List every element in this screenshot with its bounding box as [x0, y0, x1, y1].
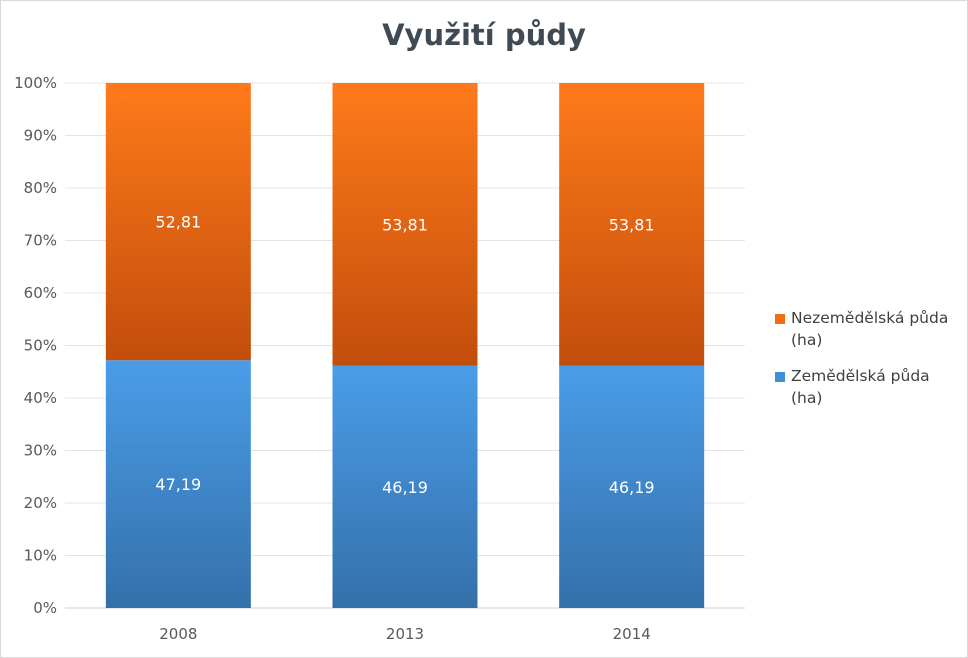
data-label: 53,81 — [382, 215, 428, 234]
x-tick-label: 2008 — [159, 625, 197, 643]
bar-segment — [332, 83, 478, 366]
bar-segment — [105, 83, 251, 361]
legend-swatch-agricultural — [775, 372, 785, 382]
bar-segment — [559, 365, 705, 608]
y-tick-label: 40% — [24, 389, 57, 407]
chart-title: Využití půdy — [382, 18, 586, 52]
bar-segment — [332, 365, 478, 608]
data-label: 53,81 — [609, 215, 655, 234]
y-tick-label: 90% — [24, 127, 57, 145]
y-tick-label: 100% — [14, 74, 57, 92]
legend-label-agricultural: Zemědělská půda (ha) — [791, 367, 930, 407]
bar-segment — [105, 360, 251, 608]
bar-segment — [559, 83, 705, 366]
legend: Nezemědělská půda (ha) Zemědělská půda (… — [775, 307, 965, 423]
y-axis-ticks: 0% 10% 20% 30% 40% 50% 60% 70% 80% 90% 100% — [14, 74, 57, 617]
y-tick-label: 60% — [24, 284, 57, 302]
legend-label-nonagricultural: Nezemědělská půda (ha) — [791, 309, 949, 349]
legend-item-nonagricultural: Nezemědělská půda (ha) — [775, 307, 965, 351]
y-tick-label: 10% — [24, 547, 57, 565]
data-labels: 47,19 52,81 46,19 53,81 46,19 53,81 — [155, 213, 654, 497]
data-label: 52,81 — [155, 213, 201, 232]
x-tick-label: 2014 — [613, 625, 651, 643]
y-tick-label: 20% — [24, 494, 57, 512]
y-tick-label: 70% — [24, 232, 57, 250]
y-tick-label: 30% — [24, 442, 57, 460]
data-label: 46,19 — [609, 478, 655, 497]
y-tick-label: 50% — [24, 337, 57, 355]
x-axis-ticks: 2008 2013 2014 — [159, 625, 651, 643]
x-tick-label: 2013 — [386, 625, 424, 643]
data-label: 46,19 — [382, 478, 428, 497]
legend-swatch-nonagricultural — [775, 314, 785, 324]
data-label: 47,19 — [155, 475, 201, 494]
legend-item-agricultural: Zemědělská půda (ha) — [775, 365, 965, 409]
bars — [105, 83, 705, 608]
y-tick-label: 80% — [24, 179, 57, 197]
y-tick-label: 0% — [33, 599, 57, 617]
